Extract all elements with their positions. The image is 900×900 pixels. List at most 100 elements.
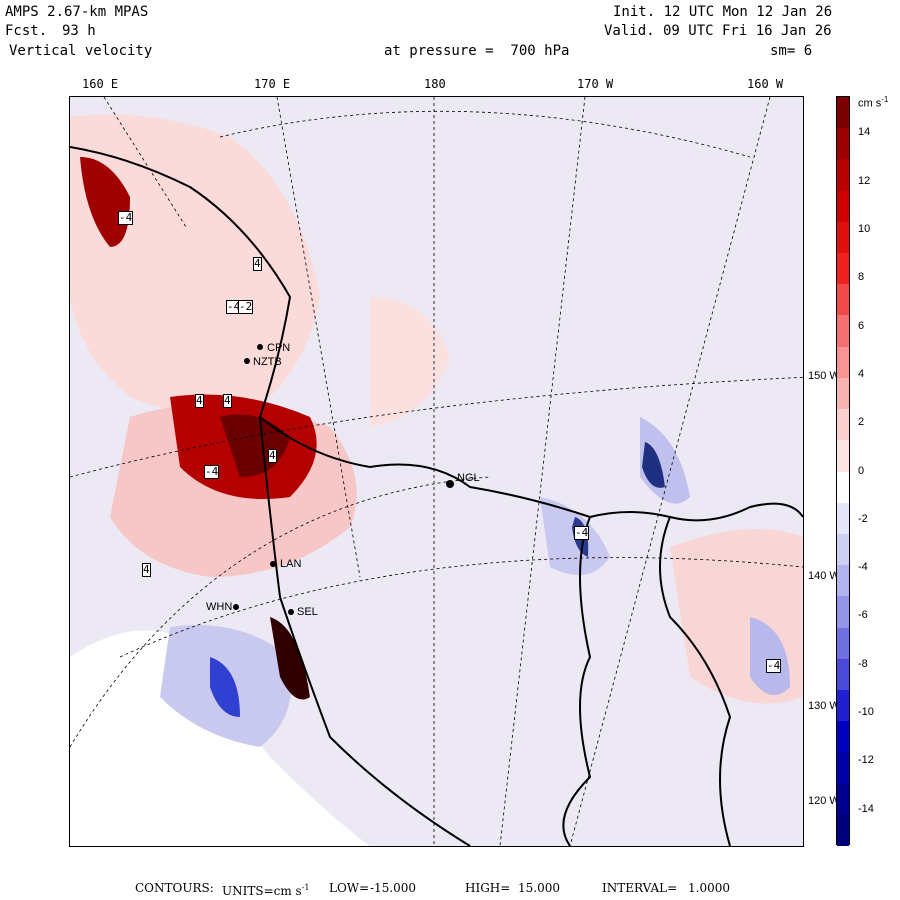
- contour-label: -4: [574, 526, 590, 540]
- positive-area: [70, 114, 320, 412]
- colorbar-tick-label: 4: [858, 367, 865, 380]
- colorbar-segment: [837, 159, 849, 192]
- forecast-hours: 93 h: [62, 23, 96, 39]
- map-panel: [69, 96, 804, 847]
- colorbar: [836, 96, 850, 847]
- station-sel: SEL: [297, 606, 318, 618]
- contour-label: 4: [268, 449, 277, 463]
- coastline: [70, 146, 803, 846]
- colorbar-segment: [837, 814, 849, 847]
- valid-time: Valid. 09 UTC Fri 16 Jan 26: [604, 23, 832, 39]
- colorbar-segment: [837, 533, 849, 566]
- colorbar-segment: [837, 471, 849, 504]
- colorbar-segment: [837, 658, 849, 691]
- forecast-label: Fcst.: [5, 23, 48, 39]
- colorbar-segment: [837, 440, 849, 472]
- footer-high-label: HIGH=: [465, 881, 511, 895]
- colorbar-tick-label: 2: [858, 416, 865, 429]
- footer-units: UNITS=cm s-1: [222, 881, 310, 898]
- colorbar-segment: [837, 377, 849, 410]
- station-dot: [446, 480, 454, 488]
- negative-area: [750, 617, 790, 695]
- colorbar-segment: [837, 253, 849, 285]
- pressure-level: at pressure = 700 hPa: [384, 43, 570, 59]
- colorbar-tick-label: -14: [858, 802, 874, 815]
- missing-data-region: [70, 630, 370, 846]
- smoothing-value: sm= 6: [770, 43, 813, 59]
- lat-label-140w: 140 W: [808, 570, 840, 582]
- graticule: [70, 97, 803, 846]
- station-dot: [270, 561, 276, 567]
- contour-label: 4: [223, 394, 232, 408]
- station-nztb: NZTB: [253, 356, 282, 368]
- colorbar-tick-label: 8: [858, 271, 865, 284]
- station-dot: [257, 344, 263, 350]
- colorbar-segment: [837, 97, 849, 129]
- contour-label: -4: [118, 211, 134, 225]
- init-time: Init. 12 UTC Mon 12 Jan 26: [613, 4, 833, 20]
- contour-label: 4: [253, 257, 262, 271]
- colorbar-segment: [837, 190, 849, 223]
- station-dot: [233, 604, 239, 610]
- colorbar-units-exp: -1: [881, 95, 889, 104]
- colorbar-tick-label: 14: [858, 126, 871, 139]
- vertical-velocity-map: [70, 97, 803, 846]
- colorbar-segment: [837, 315, 849, 348]
- station-whn: WHN: [206, 601, 233, 613]
- lon-label-170w: 170 W: [577, 77, 614, 91]
- lon-label-180: 180: [424, 77, 446, 91]
- footer-units-text: UNITS=cm s: [222, 884, 302, 898]
- station-dot: [244, 358, 250, 364]
- contour-label: -4: [766, 659, 782, 673]
- colorbar-segment: [837, 783, 849, 816]
- colorbar-units: cm s-1: [858, 94, 888, 110]
- colorbar-tick-label: 0: [858, 464, 865, 477]
- strong-updraft-core: [80, 157, 130, 247]
- colorbar-tick-label: -8: [858, 657, 868, 670]
- station-lan: LAN: [280, 558, 302, 570]
- contour-label: -4: [226, 300, 242, 314]
- lon-label-160w: 160 W: [747, 77, 784, 91]
- lat-label-120w: 120 W: [808, 795, 840, 807]
- station-dot: [288, 609, 294, 615]
- station-cpn: CPN: [267, 342, 291, 354]
- colorbar-tick-label: -2: [858, 512, 868, 525]
- contour-label: -2: [238, 300, 254, 314]
- footer-interval-label: INTERVAL=: [602, 881, 678, 895]
- colorbar-segment: [837, 502, 849, 535]
- strong-downdraft-core: [642, 442, 665, 488]
- colorbar-tick-label: -10: [858, 706, 874, 719]
- field-name: Vertical velocity: [9, 43, 153, 59]
- lat-label-130w: 130 W: [808, 700, 840, 712]
- colorbar-tick-label: 10: [858, 222, 871, 235]
- lat-label-150w: 150 W: [808, 370, 840, 382]
- colorbar-segment: [837, 409, 849, 441]
- colorbar-units-text: cm s: [858, 97, 882, 110]
- colorbar-segment: [837, 128, 849, 160]
- footer-low-label: LOW=: [329, 881, 370, 895]
- colorbar-segment: [837, 627, 849, 660]
- contour-label: 4: [142, 563, 151, 577]
- colorbar-segment: [837, 346, 849, 379]
- colorbar-segment: [837, 284, 849, 316]
- colorbar-segment: [837, 596, 849, 629]
- footer-interval-value: 1.0000: [688, 881, 730, 895]
- positive-area: [370, 297, 450, 427]
- model-title: AMPS 2.67-km MPAS: [5, 4, 149, 20]
- contour-label: 4: [195, 394, 204, 408]
- colorbar-tick-label: -6: [858, 609, 868, 622]
- colorbar-segment: [837, 721, 849, 753]
- contour-label: -4: [204, 465, 220, 479]
- colorbar-segment: [837, 221, 849, 254]
- footer-units-exp: -1: [301, 883, 310, 892]
- colorbar-tick-label: -4: [858, 561, 868, 574]
- footer-low-value: -15.000: [370, 881, 417, 895]
- colorbar-tick-label: 6: [858, 319, 865, 332]
- colorbar-tick-label: -12: [858, 754, 874, 767]
- colorbar-segment: [837, 752, 849, 785]
- colorbar-segment: [837, 689, 849, 722]
- strong-updraft-core: [270, 617, 310, 700]
- colorbar-segment: [837, 565, 849, 597]
- station-ngl: NGL: [457, 472, 480, 484]
- colorbar-tick-label: 12: [858, 174, 871, 187]
